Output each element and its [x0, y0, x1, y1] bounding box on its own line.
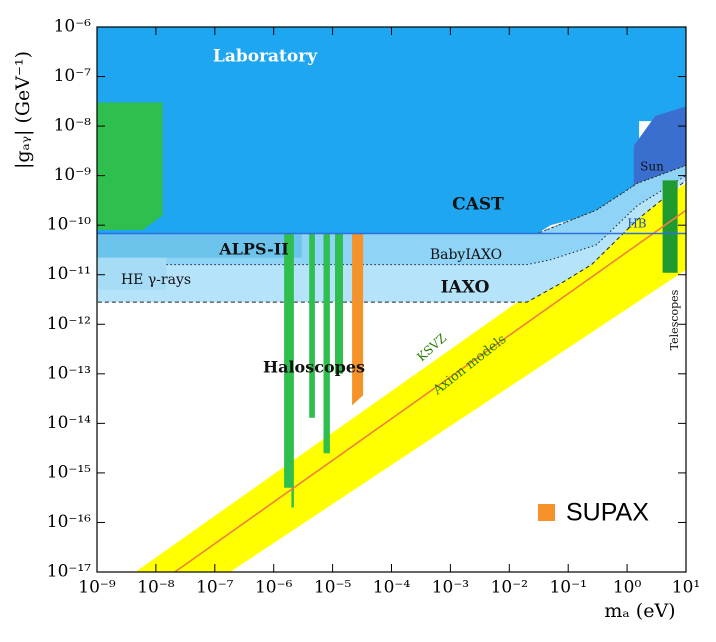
x-tick-label: 10⁻⁶: [255, 578, 293, 598]
x-tick-label: 10⁰: [613, 578, 642, 598]
region: [97, 27, 686, 234]
x-tick-label: 10⁻⁴: [373, 578, 411, 598]
x-tick-label: 10⁻²: [491, 578, 528, 598]
region-label: HE γ-rays: [121, 272, 191, 288]
y-tick-label: 10⁻¹⁵: [47, 462, 91, 482]
y-tick-label: 10⁻¹¹: [47, 264, 91, 284]
y-tick-label: 10⁻⁷: [54, 66, 92, 86]
legend-swatch: [538, 504, 555, 521]
line: [174, 209, 686, 572]
x-tick-label: 10⁻⁷: [196, 578, 234, 598]
y-tick-label: 10⁻¹⁷: [47, 562, 91, 582]
y-tick-label: 10⁻⁸: [54, 116, 92, 136]
x-tick-label: 10⁻⁹: [78, 578, 116, 598]
region-label: Telescopes: [668, 289, 681, 350]
plot-area: [97, 27, 686, 572]
region-label: Laboratory: [213, 47, 318, 67]
y-tick-label: 10⁻¹³: [47, 363, 91, 383]
region: [284, 233, 343, 508]
y-tick-label: 10⁻¹⁴: [47, 413, 91, 433]
region-label: Haloscopes: [263, 358, 365, 377]
legend-label: SUPAX: [566, 499, 649, 527]
region-label: BabyIAXO: [430, 247, 502, 263]
x-axis-label: mₐ (eV): [604, 600, 675, 622]
region: [352, 233, 364, 406]
x-tick-label: 10⁻⁸: [137, 578, 175, 598]
x-tick-label: 10⁻³: [432, 578, 469, 598]
x-tick-label: 10¹: [672, 578, 700, 598]
region-label: IAXO: [441, 278, 490, 298]
region: [97, 233, 302, 258]
region: [97, 257, 167, 290]
y-axis-label: |gₐᵧ| (GeV⁻¹): [12, 51, 34, 169]
region-label: Sun: [640, 160, 664, 174]
y-tick-label: 10⁻¹⁰: [47, 215, 91, 235]
x-tick-label: 10⁻¹: [549, 578, 586, 598]
region: [97, 102, 163, 230]
region-label: CAST: [452, 195, 504, 215]
y-tick-label: 10⁻¹²: [47, 314, 91, 334]
x-tick-label: 10⁻⁵: [314, 578, 352, 598]
region-label: ALPS-II: [218, 240, 288, 259]
region: [662, 180, 678, 273]
line-label: HB: [627, 217, 646, 231]
y-tick-label: 10⁻⁶: [54, 17, 92, 37]
y-tick-label: 10⁻⁹: [54, 165, 92, 185]
y-tick-label: 10⁻¹⁶: [47, 512, 91, 532]
